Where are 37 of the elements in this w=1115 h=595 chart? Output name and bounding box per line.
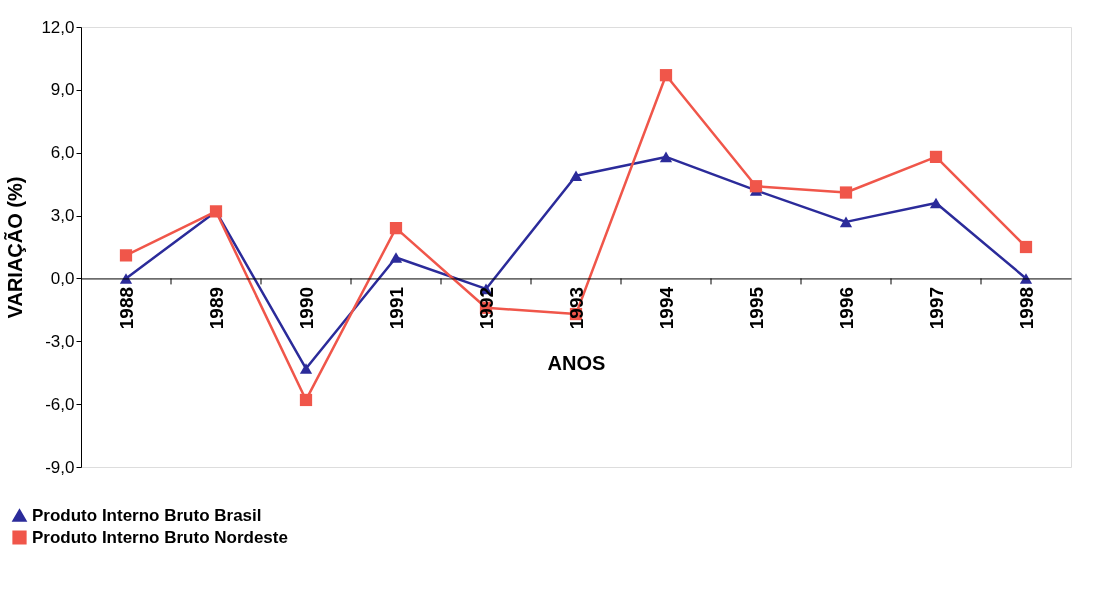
x-tick-label: 1990 — [295, 286, 317, 330]
x-tick-label: 1992 — [475, 286, 497, 330]
point — [929, 150, 943, 164]
point — [659, 69, 673, 82]
point — [659, 151, 673, 163]
point — [929, 197, 943, 209]
point — [749, 180, 763, 193]
x-tick-label: 1996 — [835, 286, 857, 330]
y-tick-label: -6,0 — [45, 394, 75, 414]
legend-label: Produto Interno Bruto Brasil — [32, 505, 262, 525]
point — [1019, 240, 1033, 254]
point — [839, 186, 853, 199]
y-tick-label: 3,0 — [50, 206, 75, 226]
y-tick-label: -3,0 — [45, 331, 75, 351]
point — [839, 216, 853, 228]
x-axis-title: ANOS — [547, 352, 606, 375]
point — [119, 249, 133, 262]
point — [299, 363, 313, 374]
x-tick-label: 1991 — [385, 286, 407, 330]
point — [389, 222, 403, 235]
y-tick-label: 9,0 — [50, 80, 75, 100]
x-tick-label: 1995 — [745, 286, 767, 330]
y-axis-title: VARIAÇÃO (%) — [4, 176, 27, 319]
x-tick-label: 1993 — [565, 286, 587, 330]
x-tick-label: 1998 — [1015, 286, 1037, 330]
point — [299, 393, 313, 407]
y-tick-label: 12,0 — [41, 17, 75, 37]
y-tick-label: 6,0 — [50, 143, 75, 163]
x-tick-label: 1994 — [655, 286, 677, 330]
point — [389, 252, 403, 263]
x-tick-label: 1997 — [925, 286, 947, 330]
y-tick-label: 0,0 — [50, 268, 75, 288]
x-tick-label: 1989 — [205, 286, 227, 330]
y-tick-label: -9,0 — [45, 457, 75, 477]
point — [569, 170, 583, 182]
legend-label: Produto Interno Bruto Nordeste — [32, 527, 288, 547]
x-tick-label: 1988 — [115, 286, 137, 330]
